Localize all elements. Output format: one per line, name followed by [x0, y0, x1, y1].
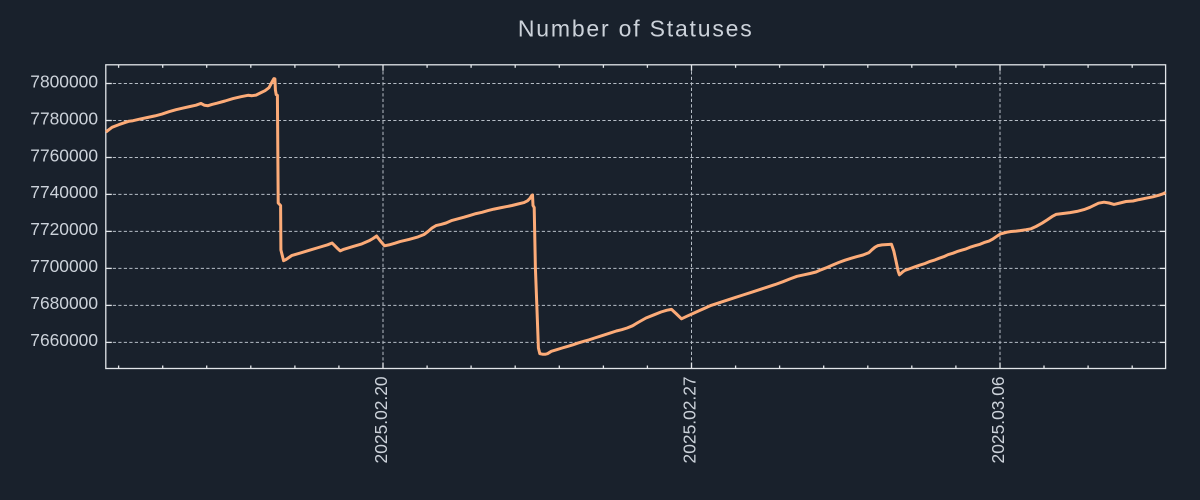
svg-text:7780000: 7780000: [30, 108, 98, 128]
svg-text:7760000: 7760000: [30, 145, 98, 165]
svg-text:7700000: 7700000: [30, 256, 98, 276]
svg-text:7800000: 7800000: [30, 71, 98, 91]
svg-text:7660000: 7660000: [30, 330, 98, 350]
svg-text:7720000: 7720000: [30, 219, 98, 239]
svg-text:2025.02.20: 2025.02.20: [371, 376, 391, 463]
svg-text:7680000: 7680000: [30, 293, 98, 313]
svg-text:2025.03.06: 2025.03.06: [988, 376, 1008, 463]
svg-text:2025.02.27: 2025.02.27: [679, 376, 699, 463]
svg-text:7740000: 7740000: [30, 182, 98, 202]
svg-text:Number of Statuses: Number of Statuses: [518, 16, 754, 42]
